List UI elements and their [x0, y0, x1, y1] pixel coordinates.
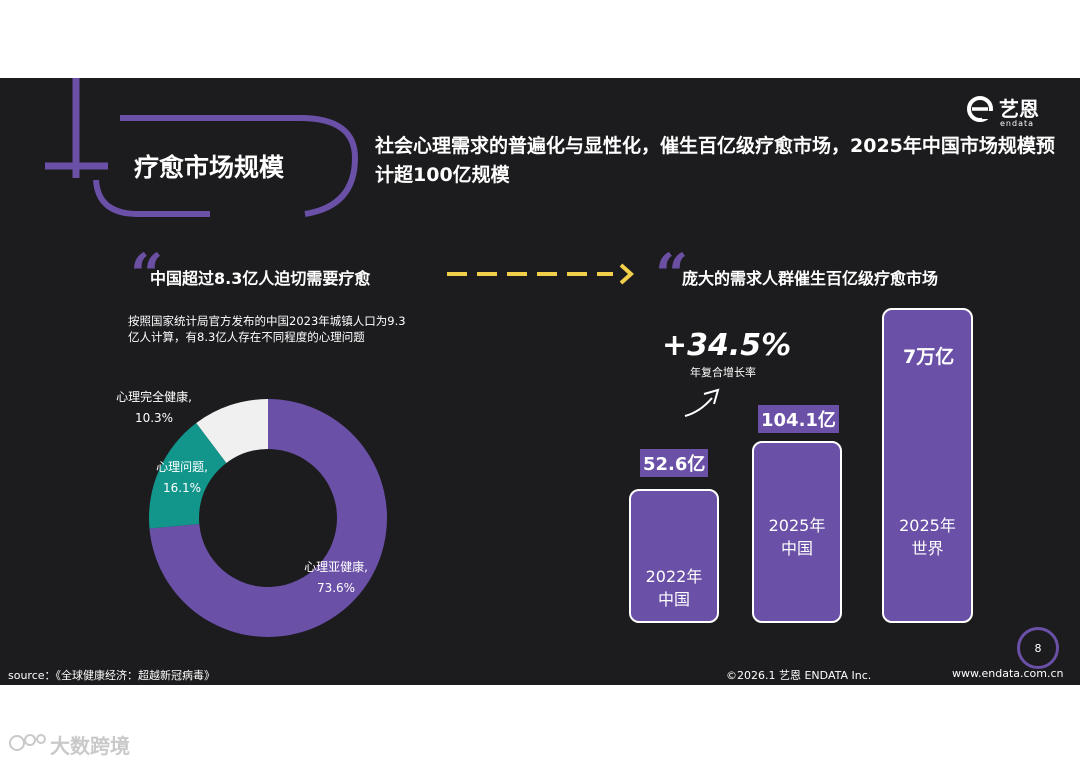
bar-label-2025-china: 2025年 中国	[752, 514, 842, 560]
watermark-text: 大数跨境	[50, 734, 130, 758]
slice-healthy	[196, 399, 268, 463]
quote-mark-left: “	[130, 241, 164, 309]
slice-name-healthy: 心理完全健康,	[116, 390, 192, 404]
slice-label-healthy: 心理完全健康, 10.3%	[104, 387, 204, 429]
slice-value-subhealth: 73.6%	[316, 581, 356, 595]
trend-arrow-icon	[684, 388, 720, 417]
watermark-logo-icon	[9, 734, 46, 751]
slice-name-problem: 心理问题,	[156, 460, 208, 474]
bar-label-2022-china: 2022年 中国	[629, 565, 719, 611]
right-panel-title: 庞大的需求人群催生百亿级疗愈市场	[682, 269, 939, 288]
bar-year-2022-china: 2022年	[645, 567, 703, 586]
left-panel-title: 中国超过8.3亿人迫切需要疗愈	[150, 269, 371, 288]
growth-label: 年复合增长率	[690, 366, 756, 379]
dashed-arrow	[447, 263, 634, 285]
growth-value: +34.5%	[662, 328, 792, 363]
bar-year-2025-china: 2025年	[768, 516, 826, 535]
bar-2025-china	[752, 441, 842, 623]
slice-problem	[149, 423, 227, 529]
bar-value-2025-china: 104.1亿	[758, 405, 839, 433]
donut-chart	[149, 399, 387, 637]
bar-value-2025-world: 7万亿	[903, 346, 955, 368]
logo-e-icon	[967, 96, 994, 122]
page-number-text: 8	[1034, 641, 1042, 655]
footer-source: source：《全球健康经济：超越新冠病毒》	[8, 669, 216, 682]
slice-value-healthy: 10.3%	[134, 411, 174, 425]
footer-website: www.endata.com.cn	[952, 667, 1064, 680]
bar-value-2022-china: 52.6亿	[640, 449, 709, 477]
slice-value-problem: 16.1%	[162, 481, 202, 495]
footer-copyright: ©2026.1 艺恩 ENDATA Inc.	[726, 669, 872, 682]
slice-subhealth	[149, 399, 387, 637]
bar-label-2025-world: 2025年 世界	[882, 514, 973, 560]
headline: 社会心理需求的普遍化与显性化，催生百亿级疗愈市场，2025年中国市场规模预计超1…	[375, 135, 1055, 186]
left-panel-description: 按照国家统计局官方发布的中国2023年城镇人口为9.3亿人计算，有8.3亿人存在…	[128, 314, 406, 344]
bar-2022-china	[629, 489, 719, 623]
slice-label-problem: 心理问题, 16.1%	[145, 457, 219, 499]
brand-name: 艺恩	[999, 97, 1039, 121]
brand-sub: endata	[1000, 119, 1035, 128]
bar-2025-world	[882, 308, 973, 623]
title-frame-decoration	[45, 78, 359, 217]
page-number: 8	[1017, 627, 1059, 669]
bar-region-2025-world: 世界	[911, 539, 944, 558]
slide: 疗愈市场规模 社会心理需求的普遍化与显性化，催生百亿级疗愈市场，2025年中国市…	[0, 78, 1080, 685]
brand-logo: 艺恩 endata	[966, 93, 1056, 129]
bar-region-2025-china: 中国	[780, 539, 813, 558]
slice-label-subhealth: 心理亚健康, 73.6%	[296, 557, 376, 599]
quote-mark-right: “	[655, 241, 689, 309]
slice-name-subhealth: 心理亚健康,	[304, 560, 368, 574]
bar-region-2022-china: 中国	[657, 590, 690, 609]
section-title: 疗愈市场规模	[134, 153, 285, 182]
bar-year-2025-world: 2025年	[899, 516, 956, 535]
